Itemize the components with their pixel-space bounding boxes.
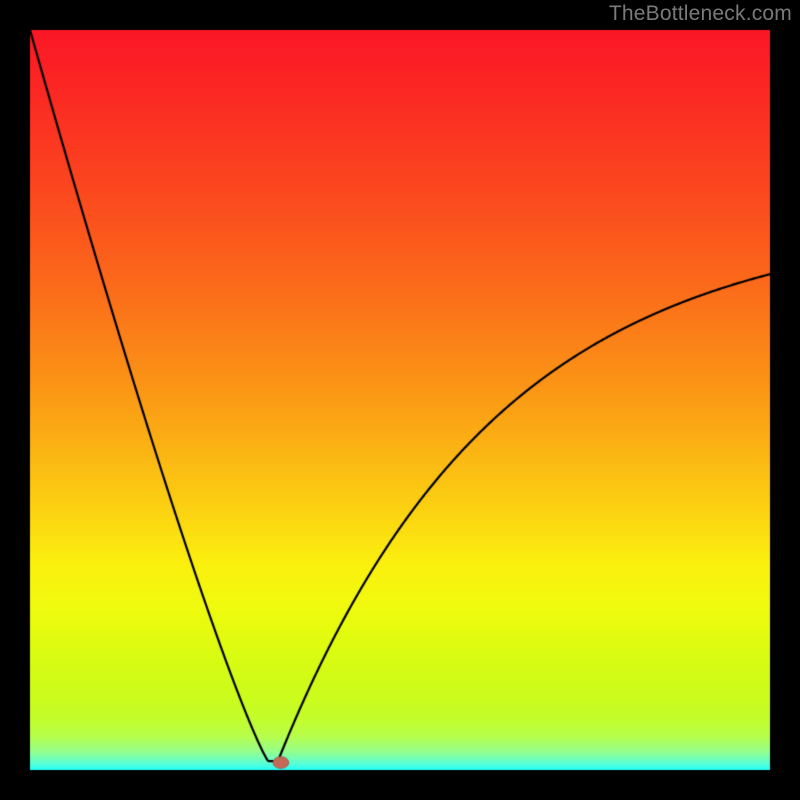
watermark-text: TheBottleneck.com xyxy=(609,2,792,26)
chart-container: TheBottleneck.com xyxy=(0,0,800,800)
bottleneck-chart-canvas xyxy=(0,0,800,800)
